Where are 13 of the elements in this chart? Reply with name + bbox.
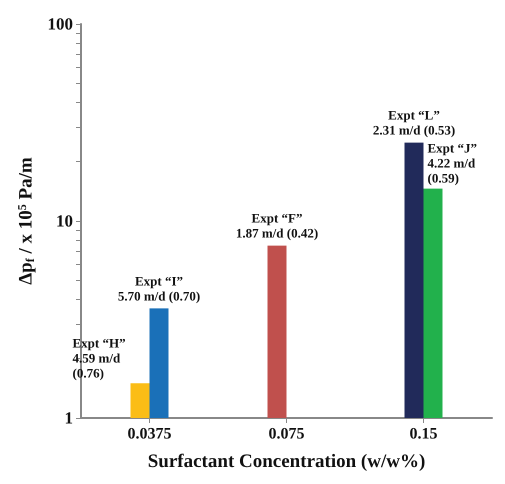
x-tick-label: 0.15 — [410, 426, 438, 442]
x-tick-label: 0.075 — [268, 426, 304, 442]
annotation: Expt “F” 1.87 m/d (0.42) — [236, 210, 318, 241]
y-tick-label: 10 — [56, 212, 73, 230]
y-axis-title: Δpf / x 105 Pa/m — [15, 157, 37, 285]
x-axis-title: Surfactant Concentration (w/w%) — [148, 451, 426, 472]
y-tick-label: 1 — [64, 408, 73, 428]
y-tick-label: 100 — [48, 14, 73, 34]
annotation: Expt “H” 4.59 m/d (0.76) — [72, 335, 126, 380]
x-tick-label: 0.0375 — [128, 426, 172, 442]
annotation: Expt “L” 2.31 m/d (0.53) — [372, 108, 456, 138]
annotation: Expt “I” 5.70 m/d (0.70) — [118, 273, 200, 304]
annotation: Expt “J” 4.22 m/d (0.59) — [428, 140, 477, 186]
